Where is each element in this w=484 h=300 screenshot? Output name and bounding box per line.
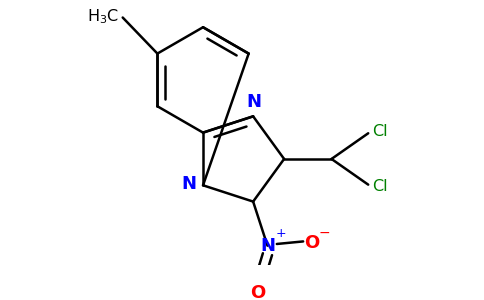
Text: N: N <box>246 93 261 111</box>
Text: +: + <box>275 227 286 240</box>
Text: N: N <box>260 237 275 255</box>
Text: O: O <box>250 284 265 300</box>
Text: H$_3$C: H$_3$C <box>87 7 119 26</box>
Text: N: N <box>181 175 196 193</box>
Text: O: O <box>304 234 319 252</box>
Text: Cl: Cl <box>373 179 388 194</box>
Text: −: − <box>318 226 330 240</box>
Text: Cl: Cl <box>373 124 388 139</box>
